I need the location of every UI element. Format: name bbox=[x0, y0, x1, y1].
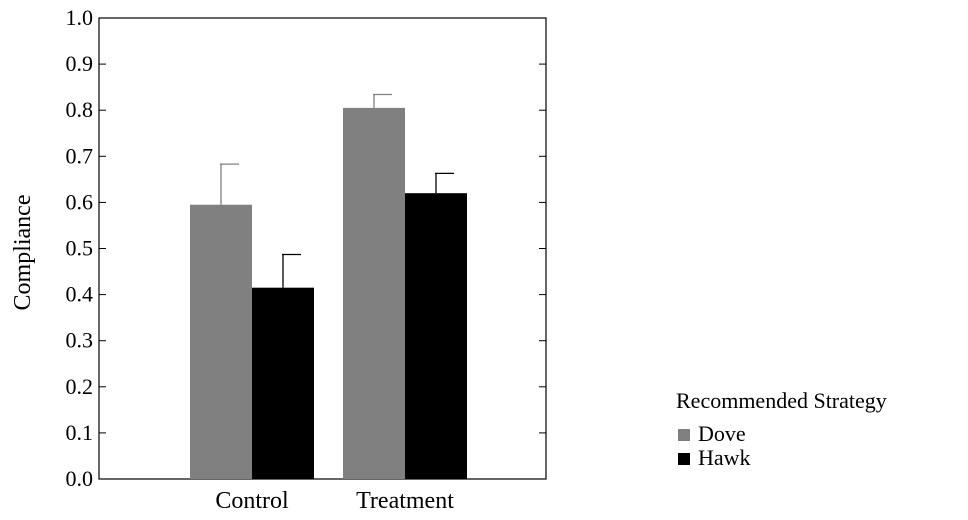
bar-dove-treatment bbox=[343, 107, 405, 480]
x-axis: Control Treatment bbox=[215, 488, 454, 514]
y-tick-label: 0.2 bbox=[66, 374, 94, 399]
bar-dove-control bbox=[190, 204, 252, 479]
legend-title: Recommended Strategy bbox=[676, 388, 887, 413]
y-tick-label: 0.1 bbox=[66, 420, 94, 445]
y-axis: 0.0 0.1 0.2 0.3 0.4 0.5 0.6 0.7 0.8 0.9 1.0 bbox=[66, 5, 546, 491]
x-category-label: Control bbox=[215, 488, 289, 514]
y-tick-label: 0.9 bbox=[66, 51, 94, 76]
legend-swatch-dove bbox=[678, 429, 690, 441]
plot-area bbox=[98, 17, 547, 480]
y-tick-label: 0.5 bbox=[66, 236, 94, 261]
error-bars bbox=[220, 93, 454, 288]
y-tick-label: 0.6 bbox=[66, 189, 94, 214]
legend-label-hawk: Hawk bbox=[698, 445, 751, 470]
bars bbox=[190, 107, 467, 480]
y-tick-label: 1.0 bbox=[66, 5, 94, 30]
y-tick-label: 0.8 bbox=[66, 97, 94, 122]
legend-label-dove: Dove bbox=[698, 421, 746, 446]
x-category-label: Treatment bbox=[356, 488, 454, 514]
y-tick-label: 0.0 bbox=[66, 466, 94, 491]
bar-hawk-control bbox=[252, 287, 314, 479]
legend-swatch-hawk bbox=[678, 453, 690, 465]
plot-frame bbox=[98, 17, 547, 480]
y-tick-label: 0.7 bbox=[66, 143, 94, 168]
bar-hawk-treatment bbox=[405, 193, 467, 479]
y-axis-label: Compliance bbox=[10, 195, 36, 311]
y-tick-label: 0.4 bbox=[66, 282, 94, 307]
y-tick-label: 0.3 bbox=[66, 328, 94, 353]
